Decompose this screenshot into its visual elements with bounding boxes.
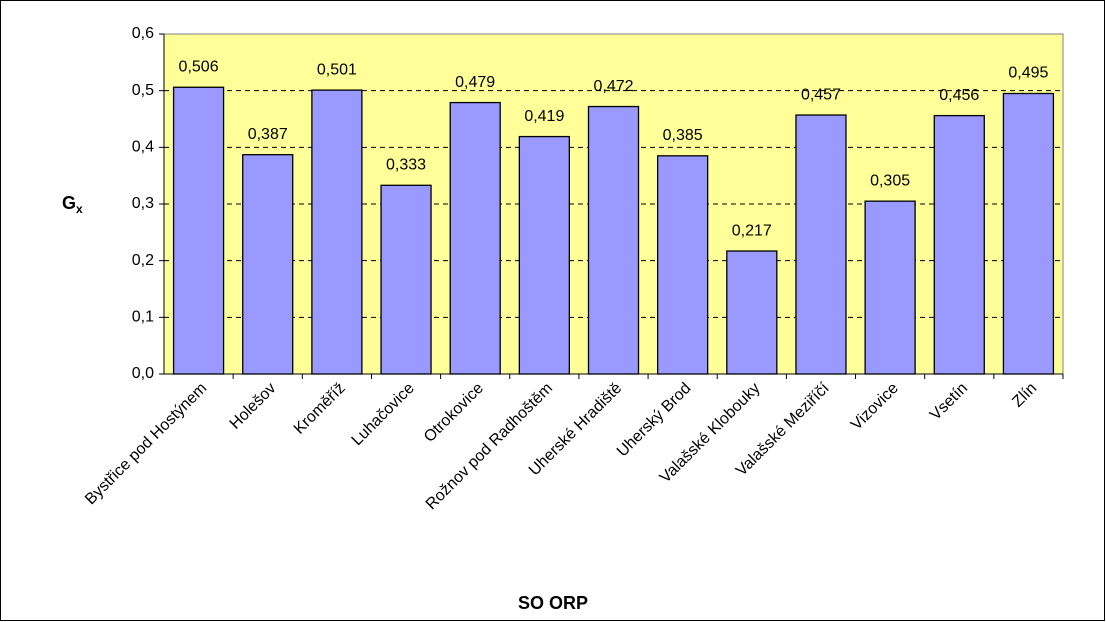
bar bbox=[726, 250, 778, 375]
value-label: 0,333 bbox=[386, 157, 426, 174]
bar bbox=[657, 155, 709, 375]
value-label: 0,305 bbox=[870, 172, 910, 189]
y-axis-title-main: G bbox=[62, 193, 76, 213]
y-tick-label: 0,6 bbox=[132, 25, 154, 42]
value-label: 0,506 bbox=[179, 58, 219, 75]
y-axis-title-sub: x bbox=[76, 202, 83, 216]
bar bbox=[518, 135, 570, 375]
y-tick-label: 0,0 bbox=[132, 365, 154, 382]
value-label: 0,217 bbox=[732, 222, 772, 239]
value-label: 0,479 bbox=[455, 74, 495, 91]
y-tick-label: 0,4 bbox=[132, 139, 154, 156]
bar bbox=[311, 89, 363, 375]
bar bbox=[1002, 92, 1055, 375]
y-tick-label: 0,3 bbox=[132, 195, 154, 212]
value-label: 0,419 bbox=[524, 108, 564, 125]
bar bbox=[795, 114, 847, 375]
value-label: 0,472 bbox=[593, 78, 633, 95]
bar bbox=[380, 184, 432, 375]
bar bbox=[172, 86, 225, 375]
bar bbox=[242, 154, 294, 375]
y-tick-label: 0,5 bbox=[132, 82, 154, 99]
bar bbox=[864, 200, 916, 375]
value-label: 0,495 bbox=[1008, 65, 1048, 82]
value-label: 0,457 bbox=[801, 86, 841, 103]
bar bbox=[449, 101, 501, 375]
y-tick-label: 0,2 bbox=[132, 252, 154, 269]
bar bbox=[587, 105, 640, 375]
y-axis-title: Gx bbox=[62, 193, 83, 216]
value-label: 0,456 bbox=[939, 87, 979, 104]
x-axis-title: SO ORP bbox=[518, 593, 588, 613]
value-label: 0,387 bbox=[248, 126, 288, 143]
bar bbox=[933, 114, 985, 375]
value-label: 0,385 bbox=[663, 127, 703, 144]
value-label: 0,501 bbox=[317, 61, 357, 78]
y-tick-label: 0,1 bbox=[132, 309, 154, 326]
